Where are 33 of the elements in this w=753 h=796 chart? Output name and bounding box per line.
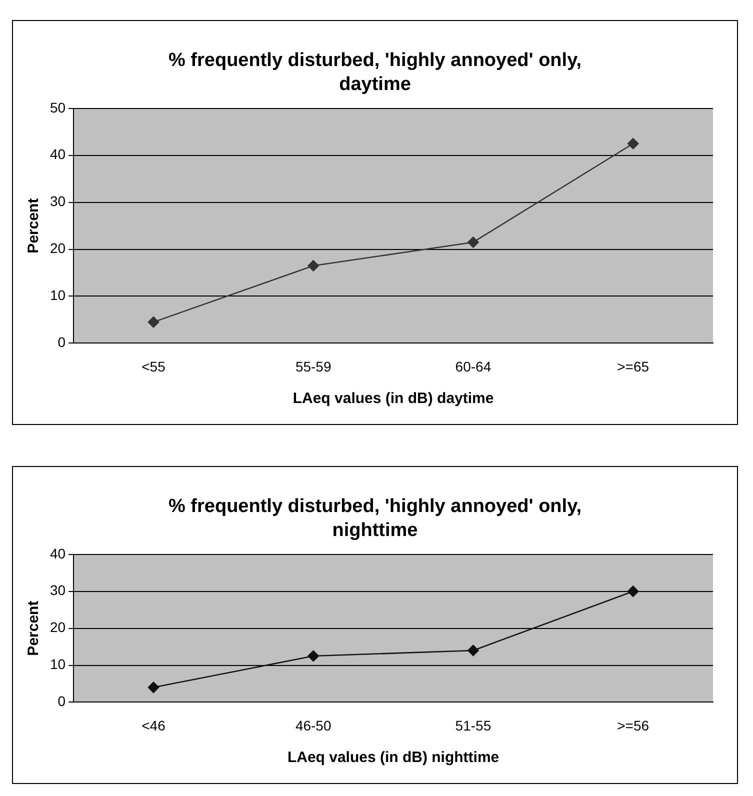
x-tick-label: <46 [142,717,166,734]
x-axis-title: LAeq values (in dB) nighttime [287,749,500,766]
x-tick-label: 51-55 [455,717,492,734]
chart-title: % frequently disturbed, 'highly annoyed' only, daytime [168,49,582,97]
x-tick-label: <55 [142,358,166,374]
x-tick-label: 46-50 [295,717,332,734]
x-tick-label: >=56 [617,717,650,734]
point [308,650,320,662]
x-tick-label: >=65 [617,358,650,374]
y-tick-label: 50 [50,99,66,116]
y-tick-label: 40 [50,545,66,562]
y-tick-label: 20 [50,619,66,636]
y-tick-label: 10 [50,656,66,672]
y-axis-title: Percent [25,600,42,656]
point [468,236,479,248]
y-tick-label: 30 [50,582,66,598]
y-axis-title: Percent [25,198,42,254]
y-tick-label: 30 [50,193,66,210]
y-tick-label: 20 [50,240,66,256]
point [627,586,639,597]
point [308,260,320,272]
chart-title: % frequently disturbed, 'highly annoyed' only, nighttime [168,495,582,543]
y-tick-label: 10 [50,287,66,304]
point [148,682,160,694]
y-tick-label: 40 [50,146,66,162]
y-tick-label: 0 [58,693,66,710]
x-tick-label: 60-64 [455,358,492,374]
x-tick-label: 55-59 [295,358,332,374]
point [627,138,639,150]
x-axis-title: LAeq values (in dB) daytime [292,390,494,408]
point [148,316,160,328]
y-tick-label: 0 [58,334,66,350]
point [468,644,479,656]
